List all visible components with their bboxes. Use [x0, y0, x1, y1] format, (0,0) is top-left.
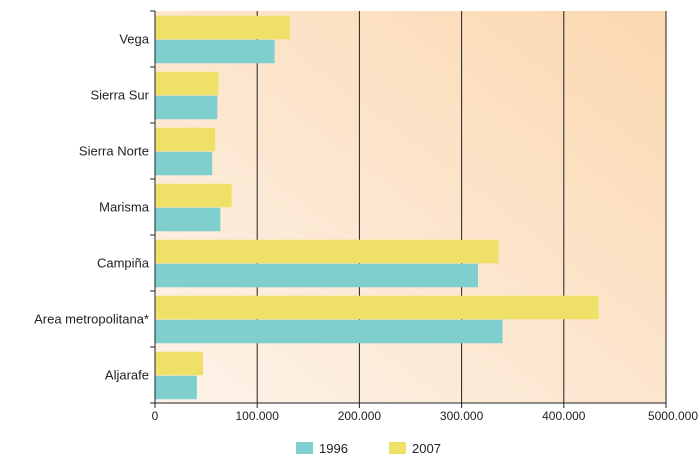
legend: 1996 2007 [296, 441, 441, 456]
category-label: Sierra Norte [79, 144, 149, 159]
x-tick-label: 300.000 [440, 409, 484, 423]
bar-1996-0 [155, 39, 275, 64]
legend-label-1996: 1996 [319, 441, 348, 456]
bar-1996-6 [155, 375, 197, 400]
bar-1996-5 [155, 319, 503, 344]
bar-2007-2 [155, 127, 216, 152]
axes [150, 10, 667, 408]
bar-2007-5 [155, 295, 599, 320]
bar-2007-6 [155, 351, 204, 376]
x-tick-label: 200.000 [338, 409, 382, 423]
x-tick-label: 5000.000 [648, 409, 698, 423]
bar-1996-4 [155, 263, 478, 288]
category-labels: Vega Sierra Sur Sierra Norte Marisma Campiña… [34, 32, 150, 383]
category-label: Area metropolitana* [34, 312, 149, 327]
bar-1996-3 [155, 207, 221, 232]
bar-1996-1 [155, 95, 218, 120]
bar-2007-0 [155, 15, 290, 40]
bar-2007-4 [155, 239, 499, 264]
x-tick-labels: 0 100.000 200.000 300.000 400.000 5000.000 [152, 409, 699, 423]
legend-swatch-2007 [389, 442, 406, 454]
x-tick-label: 0 [152, 409, 159, 423]
category-label: Aljarafe [105, 368, 149, 383]
legend-swatch-1996 [296, 442, 313, 454]
bars [155, 15, 599, 400]
category-label: Sierra Sur [90, 88, 149, 103]
category-label: Vega [119, 32, 149, 47]
category-label: Campiña [97, 256, 150, 271]
category-label: Marisma [99, 200, 150, 215]
bar-2007-1 [155, 71, 219, 96]
bar-1996-2 [155, 151, 213, 176]
legend-label-2007: 2007 [412, 441, 441, 456]
x-tick-label: 400.000 [542, 409, 586, 423]
bar-2007-3 [155, 183, 232, 208]
x-tick-label: 100.000 [236, 409, 280, 423]
